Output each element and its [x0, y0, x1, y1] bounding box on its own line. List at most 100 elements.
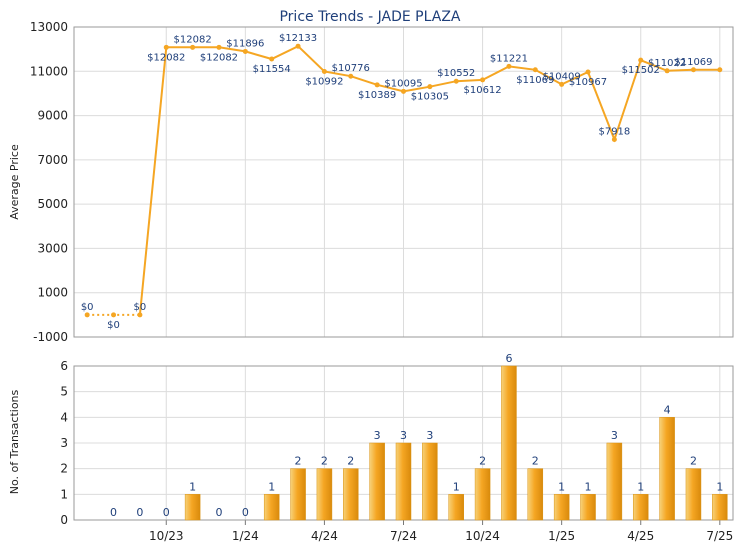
price-panel: -1000 1000 3000 5000 7000 9000 11000 13000 $0 $0 $…: [30, 20, 734, 344]
price-point: [111, 312, 117, 318]
transaction-count-label: 4: [664, 403, 671, 416]
transactions-tick-label: 1: [60, 487, 68, 501]
transaction-count-label: 2: [295, 455, 302, 468]
transaction-count-label: 2: [479, 455, 486, 468]
price-point: [295, 43, 301, 49]
price-plot-frame: [73, 26, 734, 338]
x-tick-label: 1/24: [232, 529, 259, 543]
price-point: [717, 67, 723, 73]
transaction-bar: [184, 494, 201, 521]
transactions-tick-label: 4: [60, 410, 68, 424]
price-data-label: $10409: [543, 71, 581, 82]
transaction-bar: [501, 365, 517, 521]
price-point: [664, 68, 670, 74]
price-data-label: $7918: [598, 127, 630, 138]
price-tick-label: -1000: [33, 330, 68, 344]
price-point: [242, 48, 248, 54]
x-tick-label: 10/24: [465, 529, 500, 543]
transaction-bar: [553, 494, 570, 521]
price-data-label: $10305: [411, 92, 449, 103]
price-data-label: $0: [134, 302, 147, 313]
price-point: [453, 78, 459, 84]
transaction-count-label: 3: [426, 429, 433, 442]
transaction-bar: [448, 494, 464, 521]
chart-title: Price Trends - JADE PLAZA: [279, 9, 460, 25]
x-tick-label: 4/24: [311, 529, 338, 543]
transaction-count-label: 1: [585, 480, 592, 493]
price-point: [611, 137, 617, 143]
price-data-label: $11554: [253, 64, 291, 75]
transaction-count-label: 6: [505, 352, 512, 365]
transaction-count-label: 1: [189, 480, 196, 493]
transaction-count-label: 3: [611, 429, 618, 442]
price-tick-label: 5000: [37, 197, 68, 211]
price-data-label: $12133: [279, 33, 317, 44]
price-data-label: $10552: [437, 68, 475, 79]
price-tick-label: 9000: [37, 109, 68, 123]
price-data-label: $10967: [569, 77, 607, 88]
transaction-bar: [369, 442, 385, 521]
transaction-count-label: 1: [637, 480, 644, 493]
transactions-tick-label: 5: [60, 385, 68, 399]
price-data-label: $11896: [226, 38, 264, 49]
price-data-label: $10389: [358, 90, 396, 101]
transaction-count-label: 1: [558, 480, 565, 493]
transactions-tick-label: 6: [60, 359, 68, 373]
price-axis-label: Average Price: [8, 144, 21, 220]
transaction-count-label: 0: [136, 506, 143, 519]
price-data-label: $12082: [200, 52, 238, 63]
price-data-label: $10612: [463, 85, 501, 96]
price-data-label: $10992: [305, 76, 343, 87]
transaction-bar: [712, 494, 728, 521]
transaction-bar: [606, 442, 623, 521]
transaction-count-label: 3: [374, 429, 381, 442]
price-data-label: $11069: [516, 75, 554, 86]
transaction-count-label: 2: [532, 455, 539, 468]
price-point: [163, 44, 169, 50]
price-point: [137, 312, 143, 318]
x-tick-label: 10/23: [149, 529, 184, 543]
transaction-count-label: 3: [400, 429, 407, 442]
transactions-axis-label: No. of Transactions: [8, 389, 21, 494]
price-point: [216, 44, 222, 50]
price-point: [690, 67, 696, 73]
transaction-bar: [290, 468, 306, 521]
transaction-count-label: 2: [347, 455, 354, 468]
x-tick-label: 7/25: [706, 529, 733, 543]
transaction-bar: [527, 468, 544, 521]
x-tick-label: 7/24: [390, 529, 417, 543]
price-data-label: $11069: [674, 57, 712, 68]
transaction-count-label: 1: [453, 480, 460, 493]
price-point: [585, 69, 591, 75]
transaction-count-label: 0: [215, 506, 222, 519]
transaction-bar: [474, 468, 491, 521]
x-tick-label: 4/25: [627, 529, 654, 543]
transactions-tick-label: 0: [60, 513, 68, 527]
price-point: [84, 312, 90, 318]
x-tick-label: 1/25: [548, 529, 575, 543]
price-data-label: $0: [81, 302, 94, 313]
price-tick-label: 11000: [30, 64, 68, 78]
price-point: [559, 81, 565, 87]
price-data-label: $12082: [147, 52, 185, 63]
price-data-label: $11221: [490, 53, 528, 64]
transaction-bar: [422, 442, 438, 521]
price-data-label: $11502: [622, 65, 660, 76]
transactions-panel: 0 1 2 3 4 5 6 10/23 1/24 4/24 7/24 10/24 1/25 4/25 7/2…: [60, 352, 734, 543]
price-data-label: $0: [107, 320, 120, 331]
transactions-tick-label: 2: [60, 462, 68, 476]
transactions-tick-label: 3: [60, 436, 68, 450]
transaction-count-label: 0: [163, 506, 170, 519]
price-point: [506, 63, 512, 69]
price-data-label: $12082: [174, 34, 212, 45]
price-point: [321, 68, 327, 74]
price-point: [269, 56, 275, 62]
price-point: [638, 57, 644, 63]
transaction-bar: [343, 468, 359, 521]
price-point: [427, 84, 433, 90]
transaction-count-label: 0: [242, 506, 249, 519]
price-data-label: $10095: [384, 78, 422, 89]
price-point: [401, 88, 406, 94]
transaction-bar: [632, 494, 649, 521]
